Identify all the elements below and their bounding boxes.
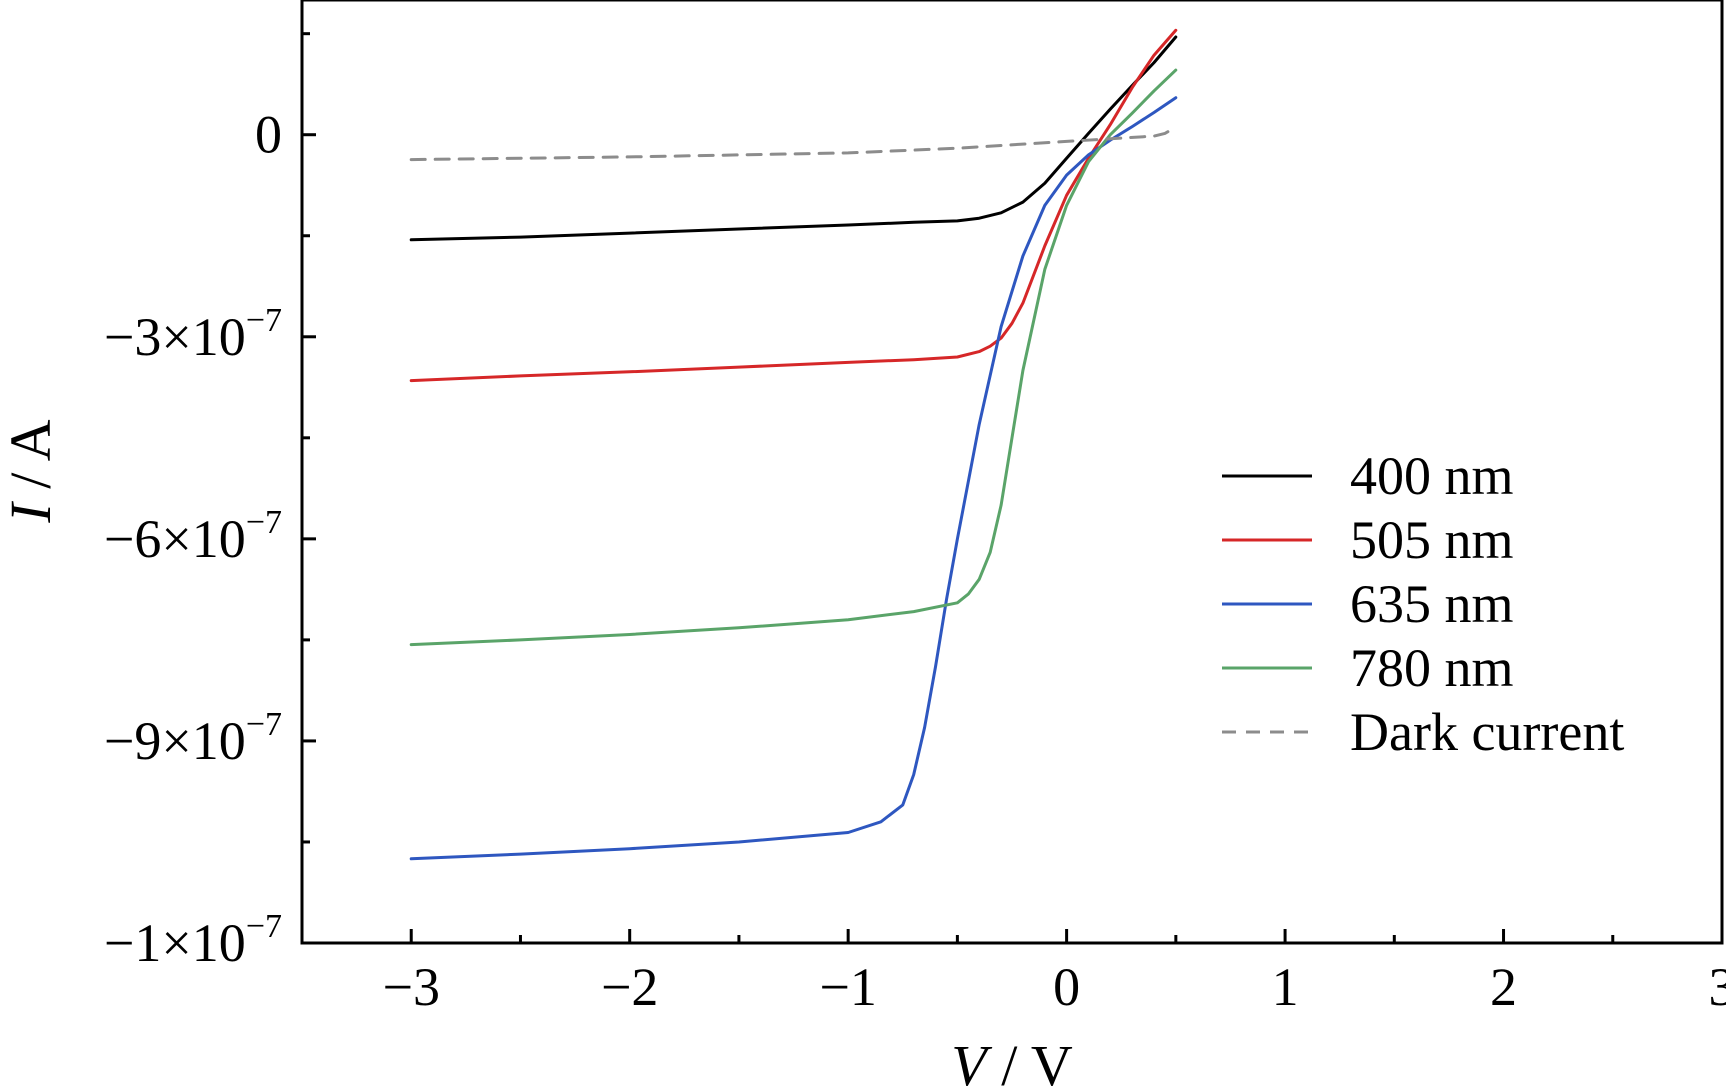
y-axis-unit: A [0, 419, 63, 461]
series-line-dark-current [409, 125, 1178, 162]
legend-label-505-nm: 505 nm [1350, 510, 1514, 570]
x-tick-label: −1 [819, 957, 876, 1017]
y-tick-exponent: −7 [246, 706, 282, 743]
y-axis-ticks: 0−3×10−7−6×10−7−9×10−7−1×10−7 [104, 32, 316, 973]
x-tick-label: 1 [1272, 957, 1299, 1017]
x-tick-label: −2 [601, 957, 658, 1017]
legend-label-635-nm: 635 nm [1350, 574, 1514, 634]
y-axis-var: I [0, 501, 63, 524]
y-tick-label: −6×10−7 [104, 504, 282, 569]
y-tick-mantissa: 0 [255, 105, 282, 165]
x-axis-var: V [951, 1033, 993, 1089]
series-layer [409, 28, 1178, 861]
x-tick-label: 0 [1053, 957, 1080, 1017]
x-axis-unit: V [1031, 1033, 1073, 1089]
y-tick-mantissa: −6×10 [104, 509, 246, 569]
x-tick-label: 3 [1709, 957, 1726, 1017]
x-axis-ticks: −3 −2 −1 0 1 2 3 [382, 929, 1726, 1017]
y-tick-exponent: −7 [246, 504, 282, 541]
legend-label-400-nm: 400 nm [1350, 446, 1514, 506]
y-axis-title: I / A [0, 419, 63, 523]
legend-label-780-nm: 780 nm [1350, 638, 1514, 698]
x-axis-title: V / V [951, 1033, 1073, 1089]
series-line-505-nm [409, 28, 1178, 383]
legend-label-dark-current: Dark current [1350, 702, 1624, 762]
y-tick-label: −1×10−7 [104, 908, 282, 973]
y-tick-mantissa: −9×10 [104, 711, 246, 771]
y-tick-exponent: −7 [246, 302, 282, 339]
plot-frame [300, 0, 1724, 945]
series-line-400-nm [409, 35, 1178, 242]
y-tick-label: −3×10−7 [104, 302, 282, 367]
series-line-780-nm [409, 68, 1178, 647]
series-line-635-nm [409, 96, 1178, 861]
x-tick-label: 2 [1490, 957, 1517, 1017]
y-tick-label: −9×10−7 [104, 706, 282, 771]
y-tick-mantissa: −3×10 [104, 307, 246, 367]
y-tick-exponent: −7 [246, 908, 282, 945]
y-tick-mantissa: −1×10 [104, 913, 246, 973]
y-tick-label: 0 [255, 105, 282, 165]
x-tick-label: −3 [382, 957, 439, 1017]
